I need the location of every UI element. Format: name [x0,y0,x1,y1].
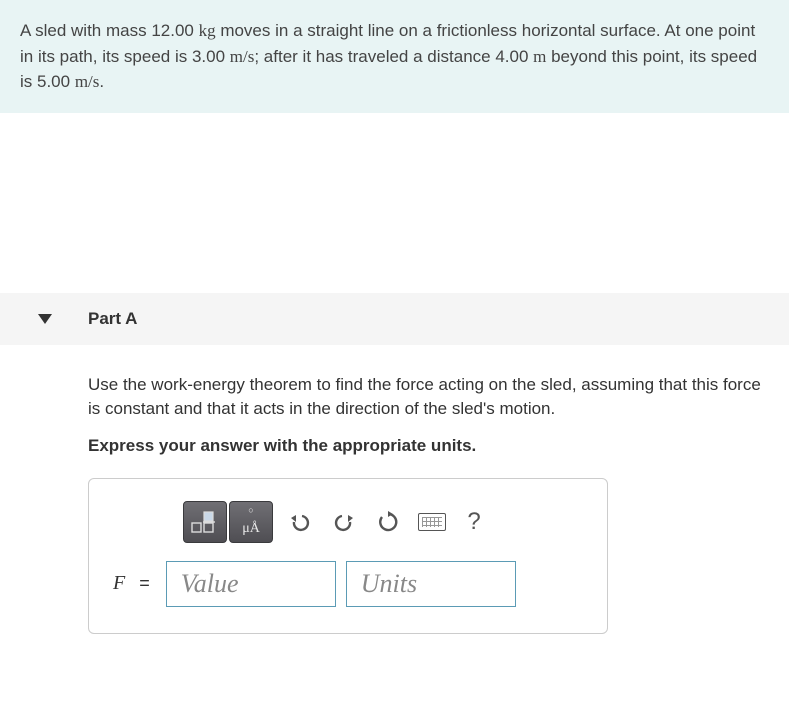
undo-button[interactable] [283,505,317,539]
unit-kg: kg [199,21,216,40]
units-input[interactable]: Units [346,561,516,607]
templates-icon [190,509,220,535]
tool-group: ○ μÅ [183,501,273,543]
templates-button[interactable] [183,501,227,543]
help-button[interactable]: ? [459,508,489,536]
keyboard-icon [418,513,446,531]
symbols-button[interactable]: ○ μÅ [229,501,273,543]
units-placeholder: Units [361,569,417,599]
question-text: Use the work-energy theorem to find the … [88,373,769,422]
part-body: Use the work-energy theorem to find the … [0,345,789,654]
unit-m: m [533,47,546,66]
unit-ms-1: m/s [230,47,255,66]
answer-panel: ○ μÅ [88,478,608,634]
unit-ms-2: m/s [75,72,100,91]
answer-row: F = Value Units [113,561,583,607]
equals-sign: = [139,573,150,594]
part-title: Part A [88,309,137,329]
reset-button[interactable] [371,505,405,539]
undo-icon [288,512,312,532]
problem-text-5: . [99,72,104,91]
redo-icon [332,512,356,532]
value-placeholder: Value [181,569,239,599]
instruction-text: Express your answer with the appropriate… [88,436,769,456]
collapse-icon [38,314,52,324]
spacer [0,113,789,293]
redo-button[interactable] [327,505,361,539]
symbols-icon: ○ μÅ [242,519,260,537]
reset-icon [376,510,400,534]
part-header[interactable]: Part A [0,293,789,345]
value-input[interactable]: Value [166,561,336,607]
problem-text-3: ; after it has traveled a distance 4.00 [254,47,533,66]
problem-text-1: A sled with mass 12.00 [20,21,199,40]
toolbar: ○ μÅ [183,501,583,543]
variable-label: F [113,572,125,595]
keyboard-button[interactable] [415,505,449,539]
problem-statement: A sled with mass 12.00 kg moves in a str… [0,0,789,113]
